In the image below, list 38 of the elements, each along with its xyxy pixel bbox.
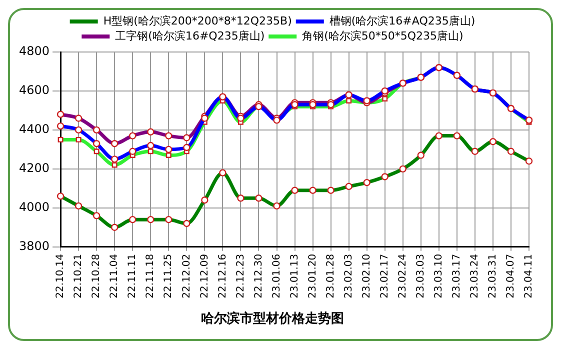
x-tick-label: 23.03.10 bbox=[434, 254, 445, 298]
legend-label: H型钢(哈尔滨200*200*8*12Q235B) bbox=[103, 14, 292, 28]
x-tick-label: 23.01.13 bbox=[289, 254, 300, 298]
x-tick-label: 22.11.11 bbox=[127, 254, 138, 298]
legend-label: 角钢(哈尔滨50*50*5Q235唐山) bbox=[302, 29, 464, 42]
x-tick-label: 23.01.06 bbox=[271, 254, 282, 298]
legend-label: 槽钢(哈尔滨16#AQ235唐山) bbox=[329, 14, 476, 28]
x-tick-label: 22.10.21 bbox=[73, 254, 84, 298]
x-tick-label: 22.12.16 bbox=[217, 254, 228, 298]
x-tick-label: 22.12.23 bbox=[235, 254, 246, 298]
x-tick-label: 23.02.10 bbox=[361, 254, 372, 298]
x-tick-label: 22.12.02 bbox=[181, 254, 192, 298]
x-tick-label: 23.01.28 bbox=[325, 254, 336, 298]
x-tick-label: 23.03.24 bbox=[470, 254, 481, 298]
x-tick-label: 23.03.03 bbox=[415, 254, 426, 298]
y-tick-label: 4600 bbox=[18, 83, 50, 98]
x-tick-label: 23.02.24 bbox=[397, 254, 408, 298]
x-tick-label: 23.03.31 bbox=[488, 254, 499, 298]
y-tick-label: 4800 bbox=[18, 44, 50, 58]
x-tick-label: 22.12.09 bbox=[199, 254, 210, 298]
legend-label: 工字钢(哈尔滨16#Q235唐山) bbox=[115, 29, 265, 42]
x-tick-label: 22.11.25 bbox=[163, 254, 174, 298]
x-tick-label: 22.12.30 bbox=[253, 254, 264, 298]
y-tick-label: 4000 bbox=[18, 200, 50, 214]
x-tick-label: 22.11.18 bbox=[145, 254, 156, 298]
x-tick-label: 23.02.17 bbox=[379, 254, 390, 298]
x-tick-label: 22.10.14 bbox=[55, 254, 66, 298]
x-tick-label: 23.04.07 bbox=[506, 254, 517, 298]
x-tick-label: 23.04.11 bbox=[524, 254, 535, 298]
y-tick-label: 3800 bbox=[18, 238, 50, 253]
x-tick-label: 23.01.20 bbox=[307, 254, 318, 298]
x-tick-label: 23.03.17 bbox=[452, 254, 463, 298]
text: 哈尔滨市型材价格走势图 bbox=[201, 310, 344, 327]
y-tick-label: 4200 bbox=[18, 161, 50, 176]
y-tick-label: 4400 bbox=[18, 122, 50, 136]
x-tick-label: 23.02.03 bbox=[343, 254, 354, 298]
x-tick-label: 22.10.28 bbox=[91, 254, 102, 298]
x-tick-label: 22.11.04 bbox=[109, 254, 120, 298]
